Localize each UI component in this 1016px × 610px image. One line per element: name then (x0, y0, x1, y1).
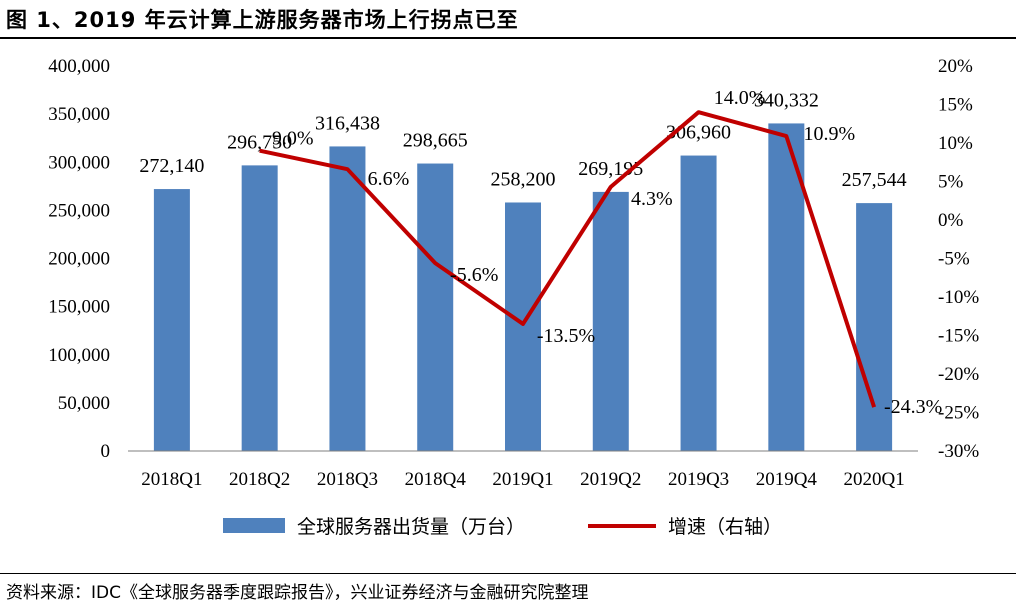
x-axis-tick-label: 2019Q3 (668, 469, 729, 490)
bar-data-label: 340,332 (754, 89, 819, 111)
left-axis-tick-label: 50,000 (58, 393, 110, 414)
left-axis-tick-label: 350,000 (48, 104, 110, 125)
x-axis-tick-label: 2018Q4 (405, 469, 467, 490)
right-axis-tick-label: 20% (938, 56, 973, 77)
x-axis-tick-label: 2019Q4 (756, 469, 818, 490)
bar-2019Q1 (505, 202, 541, 451)
page-title: 图 1、2019 年云计算上游服务器市场上行拐点已至 (6, 8, 519, 32)
bar-2018Q1 (153, 189, 190, 451)
legend-bar-swatch (223, 518, 285, 533)
bar-data-label: 258,200 (491, 168, 556, 190)
x-axis-tick-label: 2018Q1 (141, 469, 202, 490)
right-axis-tick-label: 0% (938, 210, 964, 231)
x-axis-tick-label: 2019Q2 (580, 469, 641, 490)
growth-data-label: -13.5% (537, 325, 595, 347)
left-axis-tick-label: 100,000 (48, 345, 110, 366)
right-axis-tick-label: -20% (938, 364, 979, 385)
bar-2020Q1 (856, 203, 893, 451)
right-axis-tick-label: 10% (938, 133, 973, 154)
x-axis-tick-label: 2018Q3 (317, 469, 378, 490)
shipment-growth-chart: 0 50,000 100,000 150,000 200,000 250,000 300,0… (48, 56, 979, 538)
x-axis-tick-label: 2018Q2 (229, 469, 290, 490)
bar-2019Q2 (592, 191, 629, 451)
right-axis-tick-label: -25% (938, 403, 979, 424)
bar-2018Q3 (329, 146, 366, 452)
source-note: 资料来源：IDC《全球服务器季度跟踪报告》，兴业证券经济与金融研究院整理 (6, 583, 589, 603)
bar-data-label: 257,544 (842, 169, 907, 191)
source-divider (0, 573, 1016, 574)
right-axis-tick-label: -10% (938, 287, 979, 308)
right-axis-tick-label: 15% (938, 95, 973, 116)
x-axis-tick-label: 2019Q1 (492, 469, 553, 490)
bar-2018Q4 (417, 163, 454, 451)
right-axis-tick-label: 5% (938, 172, 964, 193)
growth-data-label: 10.9% (803, 123, 855, 145)
bar-data-label: 298,665 (403, 130, 468, 152)
growth-rate-line (259, 110, 877, 408)
right-axis-tick-label: -30% (938, 441, 979, 462)
left-axis-tick-label: 200,000 (48, 249, 110, 270)
growth-data-label: -5.6% (450, 264, 498, 286)
left-axis-tick-label: 0 (101, 441, 111, 462)
growth-data-label: 9.0% (272, 128, 314, 150)
bar-2018Q2 (241, 165, 278, 452)
left-axis-tick-label: 150,000 (48, 297, 110, 318)
left-axis-tick-label: 400,000 (48, 56, 110, 77)
legend-line-label: 增速（右轴） (668, 516, 782, 538)
legend-bar-label: 全球服务器出货量（万台） (297, 516, 525, 538)
left-axis-tick-label: 300,000 (48, 152, 110, 173)
growth-data-label: 14.0% (714, 87, 766, 109)
x-axis-tick-label: 2020Q1 (843, 469, 904, 490)
title-divider (0, 37, 1016, 39)
bar-2019Q3 (680, 155, 717, 451)
growth-data-label: -24.3% (884, 396, 942, 418)
right-axis-tick-label: -15% (938, 326, 979, 347)
bar-data-label: 296,750 (227, 131, 292, 153)
growth-data-label: 4.3% (631, 188, 673, 210)
bar-data-label: 272,140 (139, 155, 204, 177)
growth-data-label: 6.6% (368, 168, 410, 190)
bar-data-label: 316,438 (315, 112, 380, 134)
left-axis-tick-label: 250,000 (48, 200, 110, 221)
right-axis-tick-label: -5% (938, 249, 970, 270)
